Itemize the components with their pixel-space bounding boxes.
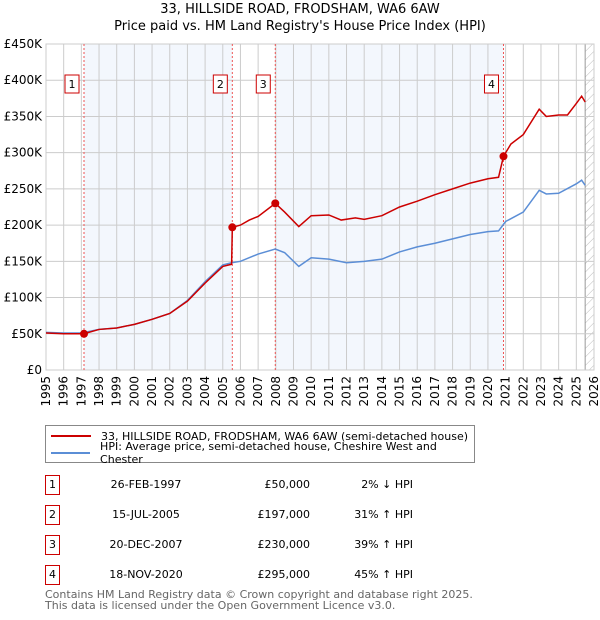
property-price-line [45,94,586,335]
footer: Contains HM Land Registry data © Crown c… [45,589,473,611]
legend-swatch-property [51,435,91,437]
shaded-period [84,44,233,370]
sale-number: 3 [45,535,60,555]
x-tick-label: 2011 [322,376,336,407]
sale-hpi: 2% ↓ HPI [361,478,413,491]
sale-label-box [212,74,228,94]
y-tick-label: £150K [4,254,44,268]
x-tick-label: 2007 [251,376,265,407]
shaded-period [275,44,504,370]
x-tick-label: 2006 [233,376,247,407]
y-tick-label: £200K [4,218,44,232]
y-tick-label: £400K [4,73,44,87]
sale-label-box [255,74,271,94]
x-tick-label: 2024 [552,376,566,407]
sale-date: 20-DEC-2007 [109,538,183,551]
footer-licence: This data is licensed under the Open Gov… [45,599,396,612]
forecast-hatch [585,44,594,370]
x-tick-label: 2004 [198,376,212,407]
sale-date: 18-NOV-2020 [109,568,183,581]
x-tick-label: 2025 [569,376,583,407]
x-tick-label: 2016 [410,376,424,407]
legend-label-hpi: HPI: Average price, semi-detached house,… [100,440,437,466]
x-tick-label: 2014 [375,376,389,407]
x-tick-label: 2017 [428,376,442,407]
sale-price: £230,000 [257,538,311,551]
sale-label-box [483,74,499,94]
sale-hpi: 39% ↑ HPI [354,538,413,551]
y-tick-label: £50K [11,327,43,341]
x-tick-label: 2000 [127,376,141,407]
sale-hpi: 31% ↑ HPI [354,508,413,521]
y-tick-label: £0 [27,363,42,377]
sale-label: 2 [217,78,224,91]
legend-swatch-hpi [51,452,91,454]
sale-date: 15-JUL-2005 [112,508,180,521]
y-tick-label: £100K [4,291,44,305]
sale-point [499,152,508,161]
sale-row: 1 26-FEB-1997 £50,000 2% ↓ HPI [45,475,465,495]
sale-row: 2 15-JUL-2005 £197,000 31% ↑ HPI [45,505,465,525]
sale-price: £197,000 [257,508,311,521]
y-tick-label: £350K [4,109,44,123]
chart-subtitle: Price paid vs. HM Land Registry's House … [114,19,486,34]
chart-plot: £0 £50K £100K £150K £200K £250K £300K £350K £400… [4,37,600,407]
legend: 33, HILLSIDE ROAD, FRODSHAM, WA6 6AW (se… [45,425,475,466]
x-tick-label: 2009 [286,376,300,407]
x-tick-label: 2010 [304,376,318,407]
x-tick-label: 2023 [534,376,548,407]
sale-price: £295,000 [257,568,311,581]
sale-number: 2 [45,505,60,525]
sale-label: 1 [69,78,76,91]
x-tick-label: 1997 [74,376,88,407]
footer-copyright: Contains HM Land Registry data © Crown c… [45,588,473,601]
x-tick-label: 1995 [39,376,53,407]
x-tick-label: 2013 [357,376,371,407]
sale-point [271,199,280,208]
sale-point [228,223,237,232]
x-tick-label: 2002 [163,376,177,407]
sale-row: 3 20-DEC-2007 £230,000 39% ↑ HPI [45,535,465,555]
x-tick-label: 2019 [463,376,477,407]
x-tick-label: 2012 [340,376,354,407]
x-tick-label: 2003 [180,376,194,407]
x-tick-label: 2026 [587,376,600,407]
x-tick-label: 2005 [216,376,230,407]
x-tick-label: 1996 [57,376,71,407]
y-tick-label: £250K [4,182,44,196]
x-tick-label: 1999 [110,376,124,407]
sale-price: £50,000 [264,478,311,491]
x-tick-label: 2018 [446,376,460,407]
x-tick-label: 2008 [269,376,283,407]
sale-number: 1 [45,475,60,495]
sale-date: 26-FEB-1997 [110,478,182,491]
sale-label-box [64,74,80,94]
y-tick-label: £450K [4,37,44,51]
sale-point [80,329,89,338]
x-tick-label: 2021 [499,376,513,407]
sale-label: 3 [260,78,267,91]
sale-label: 4 [488,78,495,91]
sale-hpi: 45% ↑ HPI [354,568,413,581]
x-tick-label: 2020 [481,376,495,407]
legend-label-property: 33, HILLSIDE ROAD, FRODSHAM, WA6 6AW (se… [101,429,469,443]
sale-row: 4 18-NOV-2020 £295,000 45% ↑ HPI [45,565,465,585]
sale-number: 4 [45,565,60,585]
x-tick-label: 2015 [393,376,407,407]
y-tick-label: £300K [4,146,44,160]
x-tick-label: 1998 [92,376,106,407]
plot-frame [45,43,595,371]
x-tick-label: 2001 [145,376,159,407]
x-tick-label: 2022 [516,376,530,407]
chart-title: 33, HILLSIDE ROAD, FRODSHAM, WA6 6AW [160,2,440,17]
